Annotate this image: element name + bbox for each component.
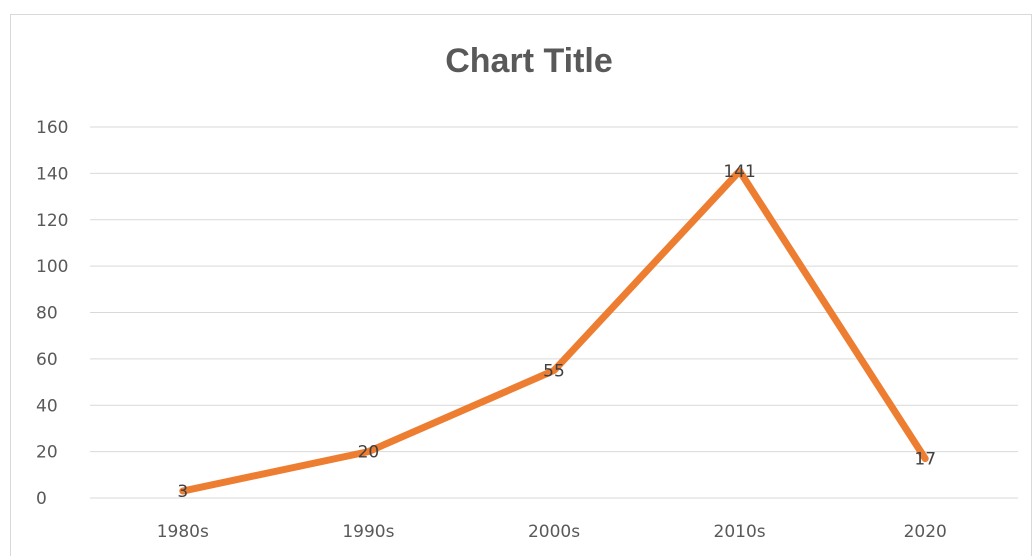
- y-axis-tick-labels: 0 20 40 60 80 100 120 140 160: [36, 118, 68, 509]
- data-label: 20: [358, 443, 380, 463]
- gridlines: [90, 126, 1018, 499]
- data-label: 3: [177, 482, 188, 502]
- x-tick-label: 1990s: [342, 522, 394, 542]
- x-tick-label: 2020: [904, 522, 947, 542]
- y-tick-label: 100: [36, 257, 68, 277]
- data-label: 141: [723, 162, 755, 182]
- data-label: 55: [543, 361, 565, 381]
- y-tick-label: 60: [36, 350, 58, 370]
- y-tick-label: 80: [36, 304, 58, 324]
- series-line: [179, 167, 929, 495]
- x-tick-label: 2000s: [528, 522, 580, 542]
- data-labels: 3 20 55 141 17: [177, 162, 936, 502]
- y-tick-label: 120: [36, 211, 68, 231]
- x-axis-tick-labels: 1980s 1990s 2000s 2010s 2020: [157, 522, 947, 542]
- y-tick-label: 40: [36, 396, 58, 416]
- chart-title: Chart Title: [445, 42, 613, 80]
- series-group: [179, 167, 929, 495]
- y-tick-label: 20: [36, 443, 58, 463]
- y-tick-label: 140: [36, 164, 68, 184]
- y-tick-label: 160: [36, 118, 68, 138]
- chart-area: [10, 14, 1032, 556]
- x-tick-label: 2010s: [714, 522, 766, 542]
- x-tick-label: 1980s: [157, 522, 209, 542]
- data-label: 17: [914, 450, 936, 470]
- y-tick-label: 0: [36, 489, 47, 509]
